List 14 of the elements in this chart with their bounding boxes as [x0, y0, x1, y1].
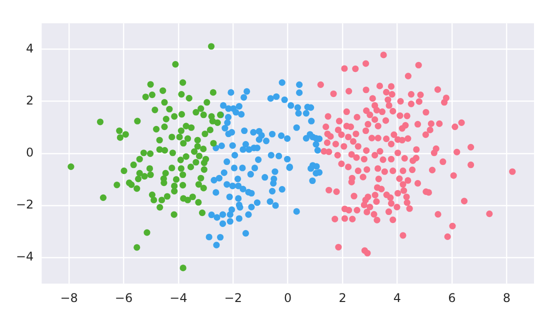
y-tick-label: 4 — [26, 41, 34, 56]
x-tick-label: 2 — [338, 290, 346, 305]
x-tick-label: −4 — [170, 290, 188, 305]
y-tick-label: 2 — [26, 93, 34, 108]
x-tick-label: −6 — [114, 290, 133, 305]
x-tick-label: 4 — [393, 290, 402, 305]
x-tick-label: 8 — [502, 290, 510, 305]
x-tick-label: 6 — [448, 290, 456, 305]
x-tick-label: −8 — [60, 290, 78, 305]
y-tick-label: −4 — [16, 250, 34, 264]
y-tick-label: −2 — [16, 198, 34, 212]
y-tick-label: 0 — [26, 146, 34, 160]
x-tick-label: −2 — [224, 290, 242, 305]
x-tick-label: 0 — [284, 290, 292, 305]
